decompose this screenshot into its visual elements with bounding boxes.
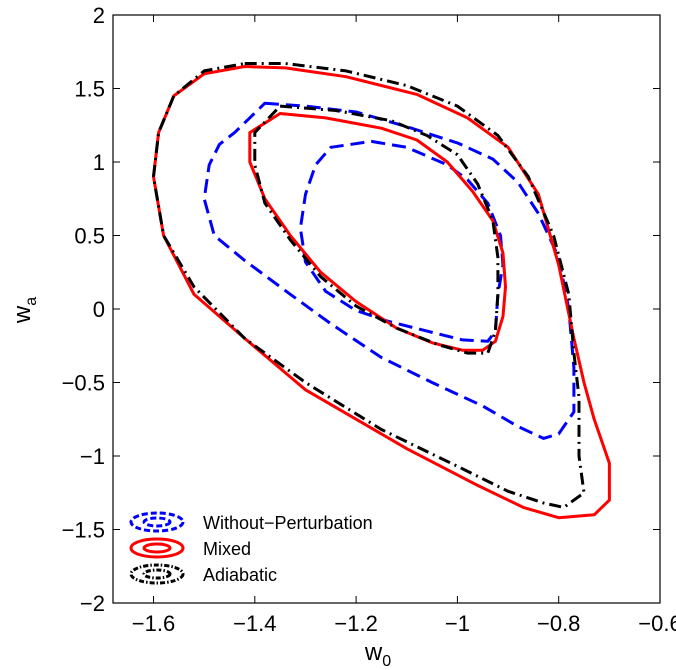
y-axis-label-subscript: a <box>23 297 40 306</box>
contour-2-outer <box>152 62 586 509</box>
tick-layer: −1.6 −1.4 −1.2 −1 −0.8 −0.6 −2 −1.5 −1 −0.5 0 0.5 1 1… <box>62 3 676 636</box>
y-tick-label: −0.5 <box>62 371 105 396</box>
legend-marker-outer <box>129 537 185 559</box>
x-tick-label: −0.8 <box>537 611 580 636</box>
y-tick-label: 1.5 <box>74 77 105 102</box>
legend-marker-inner <box>142 542 172 554</box>
x-tick-label: −0.6 <box>638 611 676 636</box>
x-axis-label: w0 <box>364 639 391 670</box>
y-axis-label-main: w <box>9 305 36 324</box>
y-tick-label: −2 <box>80 591 105 616</box>
legend-label: Adiabatic <box>203 565 277 585</box>
x-tick-label: −1 <box>445 611 470 636</box>
contour-2-inner <box>253 104 500 355</box>
y-tick-label: 1 <box>93 150 105 175</box>
x-tick-label: −1.4 <box>233 611 276 636</box>
legend-marker-inner <box>142 516 172 528</box>
legend: Without−Perturbation Mixed Adiabatic <box>129 511 373 585</box>
y-tick-label: 0 <box>93 297 105 322</box>
legend-marker-outer <box>129 511 185 533</box>
contour-0-outer <box>202 101 576 440</box>
legend-label: Mixed <box>203 539 251 559</box>
x-axis-label-main: w <box>364 639 383 666</box>
legend-label: Without−Perturbation <box>203 513 373 533</box>
y-tick-label: −1.5 <box>62 518 105 543</box>
y-tick-label: 2 <box>93 3 105 28</box>
x-tick-label: −1.6 <box>132 611 175 636</box>
x-tick-label: −1.2 <box>334 611 377 636</box>
legend-marker-inner <box>142 568 172 580</box>
contour-0-inner <box>298 139 505 343</box>
legend-marker-outer <box>129 563 185 585</box>
x-axis-label-subscript: 0 <box>382 653 391 670</box>
contour-layer <box>152 62 611 520</box>
y-tick-label: 0.5 <box>74 224 105 249</box>
y-tick-label: −1 <box>80 444 105 469</box>
y-axis-label: wa <box>9 297 40 324</box>
